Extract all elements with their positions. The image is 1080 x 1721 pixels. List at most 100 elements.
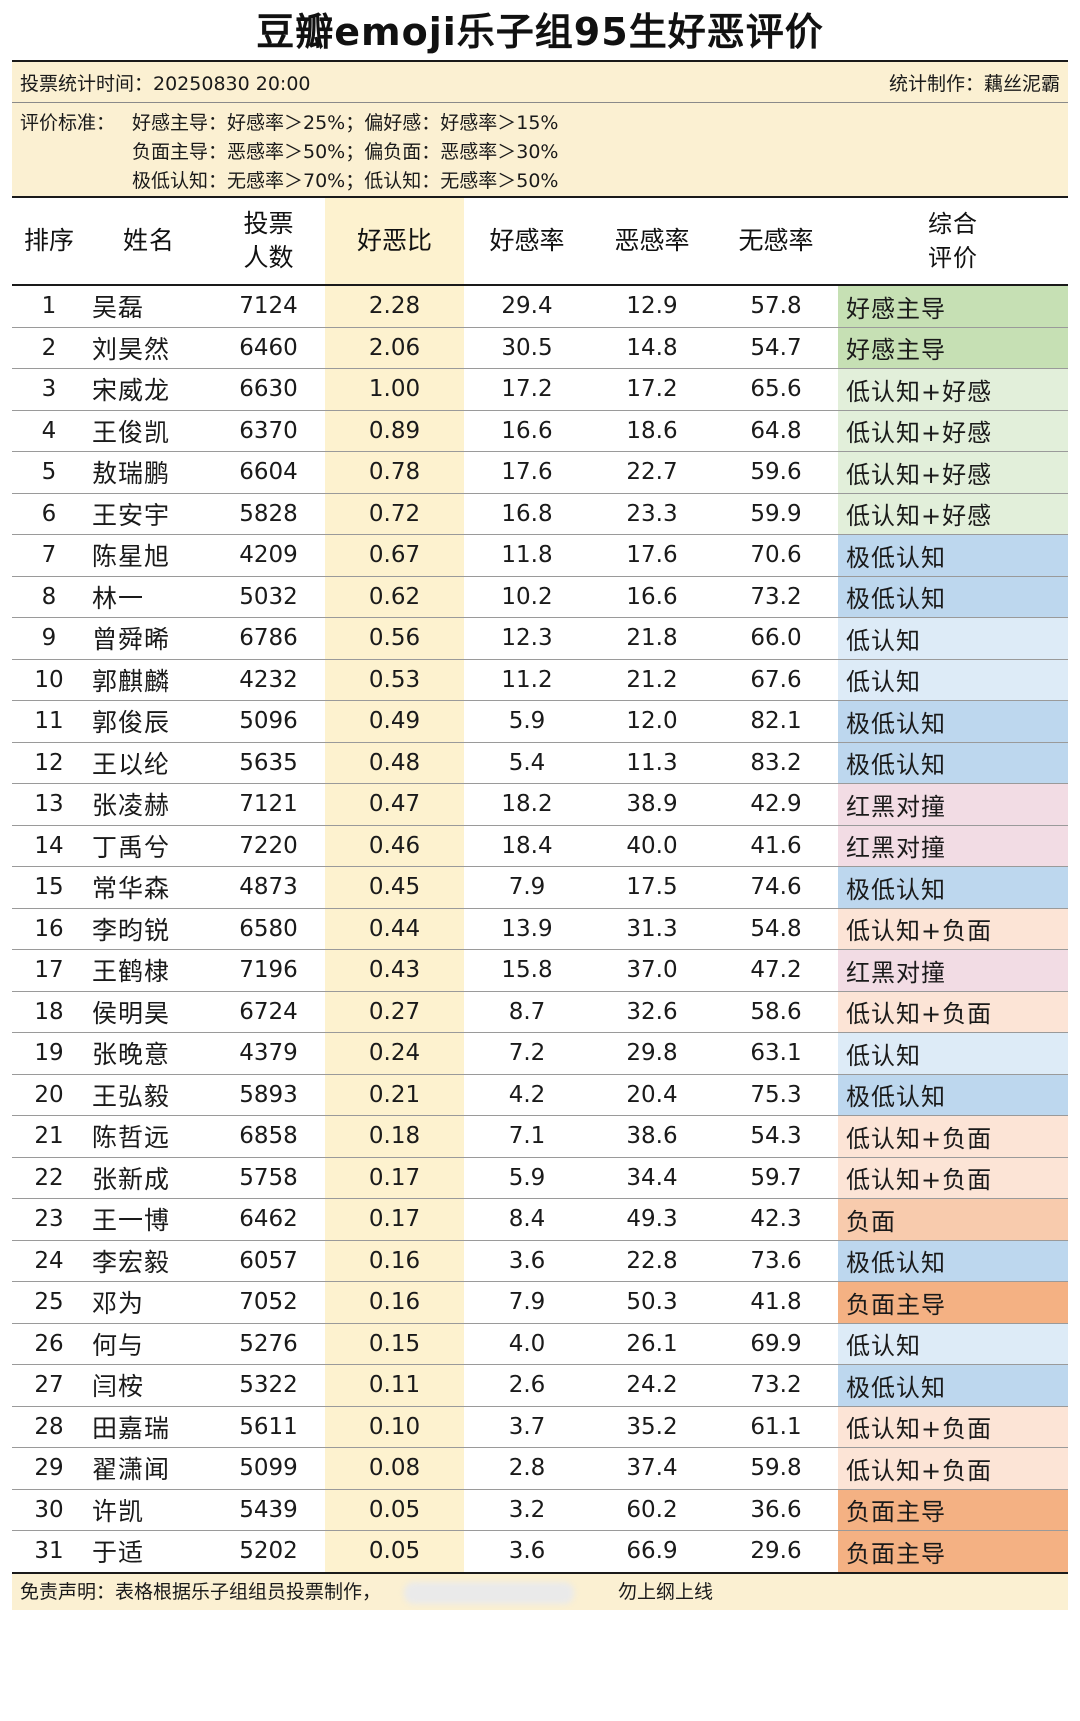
fav-rate-cell: 18.2 (501, 791, 553, 818)
rank-cell: 3 (41, 376, 57, 403)
evaluation-cell: 低认知 (838, 1323, 1068, 1364)
dislike-rate-cell: 29.8 (626, 1040, 678, 1067)
fav-rate-cell: 12.3 (501, 625, 553, 652)
criteria-text: 负面主导：恶感率＞50%；偏负面：恶感率＞30% (132, 141, 559, 163)
ratio-cell: 0.17 (368, 1164, 421, 1191)
rank-cell: 22 (34, 1164, 64, 1191)
votes-cell: 6460 (239, 334, 298, 361)
ratio-cell: 2.06 (368, 334, 421, 361)
votes-cell: 6370 (239, 417, 298, 444)
criteria-line: 极低认知：无感率＞70%；低认知：无感率＞50% (20, 167, 1060, 196)
votes-cell: 5096 (239, 708, 298, 735)
header-name: 姓名 (122, 226, 175, 255)
disclaimer: 免责声明：表格根据乐子组组员投票制作， 勿上纲上线 (12, 1573, 1068, 1610)
rank-cell: 1 (41, 293, 57, 320)
rank-cell: 6 (41, 500, 57, 527)
ratio-cell: 0.49 (368, 708, 421, 735)
dislike-rate-cell: 50.3 (626, 1289, 678, 1316)
votes-cell: 5758 (239, 1164, 298, 1191)
ratio-cell: 0.72 (368, 500, 421, 527)
rank-cell: 2 (41, 334, 57, 361)
dislike-rate-cell: 18.6 (626, 417, 678, 444)
criteria-line: 负面主导：恶感率＞50%；偏负面：恶感率＞30% (20, 138, 1060, 167)
rank-cell: 29 (34, 1455, 64, 1482)
indifferent-rate-cell: 42.9 (750, 791, 802, 818)
evaluation-cell: 低认知+好感 (838, 452, 1068, 493)
indifferent-rate-cell: 63.1 (750, 1040, 802, 1067)
dislike-rate-cell: 20.4 (626, 1081, 678, 1108)
ratio-cell: 0.21 (368, 1081, 421, 1108)
ratio-cell: 0.43 (368, 957, 421, 984)
evaluation-cell: 低认知+负面 (838, 1406, 1068, 1447)
watermark-blur (404, 1581, 574, 1604)
dislike-rate-cell: 17.5 (626, 874, 678, 901)
rank-cell: 10 (34, 666, 64, 693)
table-row: 29 翟潇闻 5099 0.08 2.8 37.4 59.8 低认知+负面 (12, 1448, 1068, 1490)
name-cell: 王一博 (92, 1206, 171, 1236)
rank-cell: 5 (41, 459, 57, 486)
ratio-cell: 0.16 (368, 1289, 421, 1316)
dislike-rate-cell: 23.3 (626, 500, 678, 527)
name-cell: 张晚意 (92, 1040, 171, 1070)
votes-cell: 5276 (239, 1330, 298, 1357)
ratio-column-highlight (325, 198, 464, 1574)
votes-cell: 5828 (239, 500, 298, 527)
fav-rate-cell: 30.5 (501, 334, 553, 361)
fav-rate-cell: 2.8 (508, 1455, 546, 1482)
fav-rate-cell: 3.6 (508, 1538, 546, 1565)
evaluation-cell: 低认知+好感 (838, 410, 1068, 451)
table-row: 5 敖瑞鹏 6604 0.78 17.6 22.7 59.6 低认知+好感 (12, 452, 1068, 494)
votes-cell: 6604 (239, 459, 298, 486)
rank-cell: 24 (34, 1247, 64, 1274)
table-row: 23 王一博 6462 0.17 8.4 49.3 42.3 负面 (12, 1199, 1068, 1241)
fav-rate-cell: 16.8 (501, 500, 553, 527)
fav-rate-cell: 11.8 (501, 542, 553, 569)
table-header: 排序 姓名 投票 人数 好恶比 好感率 恶感率 无感率 综合 评价 (12, 198, 1068, 286)
table-row: 28 田嘉瑞 5611 0.10 3.7 35.2 61.1 低认知+负面 (12, 1406, 1068, 1448)
votes-cell: 5611 (239, 1413, 298, 1440)
name-cell: 邓为 (92, 1289, 145, 1319)
indifferent-rate-cell: 54.8 (750, 915, 802, 942)
meta-bar: 投票统计时间：20250830 20:00 统计制作：藕丝泥霸 (12, 60, 1068, 103)
page-title: 豆瓣emoji乐子组95生好恶评价 (256, 10, 824, 54)
criteria-line: 评价标准： 好感主导：好感率＞25%；偏好感：好感率＞15% (20, 109, 1060, 138)
header-fav-rate: 好感率 (489, 226, 565, 255)
fav-rate-cell: 15.8 (501, 957, 553, 984)
indifferent-rate-cell: 66.0 (750, 625, 802, 652)
votes-cell: 6630 (239, 376, 298, 403)
votes-cell: 7220 (239, 832, 298, 859)
indifferent-rate-cell: 73.2 (750, 1372, 802, 1399)
fav-rate-cell: 13.9 (501, 915, 553, 942)
table-row: 26 何与 5276 0.15 4.0 26.1 69.9 低认知 (12, 1323, 1068, 1365)
indifferent-rate-cell: 64.8 (750, 417, 802, 444)
ratio-cell: 0.15 (368, 1330, 421, 1357)
table-row: 12 王以纶 5635 0.48 5.4 11.3 83.2 极低认知 (12, 742, 1068, 784)
indifferent-rate-cell: 65.6 (750, 376, 802, 403)
name-cell: 于适 (92, 1538, 145, 1568)
ratio-cell: 0.18 (368, 1123, 421, 1150)
criteria-label: 评价标准： (20, 112, 116, 134)
indifferent-rate-cell: 67.6 (750, 666, 802, 693)
ratio-cell: 0.44 (368, 915, 421, 942)
evaluation-cell: 低认知+负面 (838, 1157, 1068, 1198)
votes-cell: 5322 (239, 1372, 298, 1399)
table-row: 30 许凯 5439 0.05 3.2 60.2 36.6 负面主导 (12, 1489, 1068, 1531)
vote-time: 投票统计时间：20250830 20:00 (20, 72, 311, 95)
name-cell: 张凌赫 (92, 791, 171, 821)
ratio-cell: 0.56 (368, 625, 421, 652)
name-cell: 郭俊辰 (92, 708, 171, 738)
evaluation-cell: 低认知+负面 (838, 1448, 1068, 1489)
criteria-text: 好感主导：好感率＞25%；偏好感：好感率＞15% (132, 112, 559, 134)
fav-rate-cell: 7.1 (508, 1123, 546, 1150)
evaluation-cell: 红黑对撞 (838, 784, 1068, 825)
name-cell: 王安宇 (92, 500, 171, 530)
votes-cell: 5032 (239, 583, 298, 610)
fav-rate-cell: 5.4 (508, 749, 546, 776)
indifferent-rate-cell: 73.2 (750, 583, 802, 610)
indifferent-rate-cell: 58.6 (750, 998, 802, 1025)
votes-cell: 6057 (239, 1247, 298, 1274)
dislike-rate-cell: 12.9 (626, 293, 678, 320)
dislike-rate-cell: 66.9 (626, 1538, 678, 1565)
name-cell: 林一 (92, 583, 145, 613)
